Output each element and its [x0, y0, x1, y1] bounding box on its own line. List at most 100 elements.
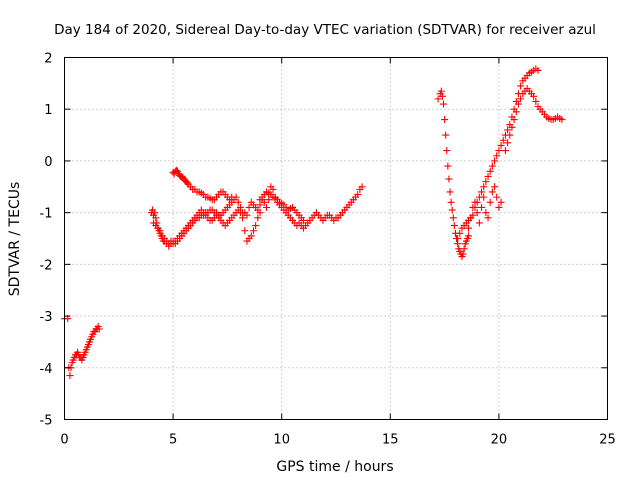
data-point	[482, 178, 490, 186]
x-axis-ticks: 0 5 10 15 20 25	[60, 57, 616, 448]
data-point	[249, 227, 257, 235]
data-point	[514, 100, 522, 108]
data-point	[491, 183, 499, 191]
data-point	[532, 97, 540, 105]
data-point	[448, 206, 456, 214]
data-point	[499, 136, 507, 144]
x-tick-label: 0	[60, 433, 68, 448]
data-point	[440, 100, 448, 108]
data-point	[478, 203, 486, 211]
data-point	[245, 203, 253, 211]
data-point	[444, 162, 452, 170]
data-point	[486, 198, 494, 206]
data-point	[460, 245, 468, 253]
data-point	[156, 227, 164, 235]
data-point	[158, 232, 166, 240]
x-tick-label: 15	[382, 433, 399, 448]
data-point	[469, 203, 477, 211]
data-point	[534, 66, 542, 74]
data-marks	[61, 65, 566, 380]
data-point	[475, 219, 483, 227]
data-point	[449, 214, 457, 222]
data-point	[512, 108, 520, 116]
data-point	[265, 196, 273, 204]
data-point	[471, 198, 479, 206]
data-point	[493, 152, 501, 160]
data-point	[486, 167, 494, 175]
data-point	[467, 214, 475, 222]
x-axis-label: GPS time / hours	[276, 459, 393, 475]
data-point	[252, 222, 260, 230]
data-point	[506, 131, 514, 139]
data-point	[354, 191, 362, 199]
data-point	[517, 95, 525, 103]
data-point	[495, 203, 503, 211]
data-point	[446, 188, 454, 196]
data-point	[517, 82, 525, 90]
data-point	[269, 185, 277, 193]
data-point	[443, 147, 451, 155]
chart-title: Day 184 of 2020, Sidereal Day-to-day VTE…	[54, 22, 596, 38]
data-point	[236, 209, 244, 217]
y-tick-label: 2	[44, 52, 52, 67]
data-point	[478, 188, 486, 196]
data-point	[260, 198, 268, 206]
data-point	[480, 183, 488, 191]
grid	[64, 57, 608, 420]
data-point	[151, 209, 159, 217]
data-point	[495, 147, 503, 155]
data-point	[437, 87, 445, 95]
data-point	[254, 214, 262, 222]
data-point	[442, 131, 450, 139]
y-tick-label: -5	[40, 414, 53, 429]
data-point	[480, 193, 488, 201]
data-point	[530, 92, 538, 100]
data-point	[434, 95, 442, 103]
data-point	[183, 179, 191, 187]
data-point	[488, 188, 496, 196]
x-tick-label: 10	[273, 433, 290, 448]
data-point	[459, 250, 467, 258]
data-point	[239, 214, 247, 222]
data-point	[445, 175, 453, 183]
y-tick-label: -3	[40, 310, 53, 325]
data-point	[510, 116, 518, 124]
x-tick-label: 25	[599, 433, 616, 448]
plot-frame	[64, 57, 608, 420]
y-tick-label: 0	[44, 155, 52, 170]
data-point	[464, 232, 472, 240]
data-point	[473, 209, 481, 217]
data-point	[464, 224, 472, 232]
data-point	[456, 229, 464, 237]
y-axis-label: SDTVAR / TECUs	[7, 182, 23, 297]
data-point	[447, 198, 455, 206]
data-point	[438, 92, 446, 100]
x-tick-label: 5	[169, 433, 177, 448]
data-point	[484, 172, 492, 180]
data-point	[491, 157, 499, 165]
data-point	[243, 211, 251, 219]
data-point	[558, 116, 566, 124]
data-point	[66, 372, 74, 380]
data-point	[172, 166, 180, 174]
data-point	[234, 198, 242, 206]
y-tick-label: -2	[40, 258, 53, 273]
data-point	[247, 232, 255, 240]
data-point	[254, 206, 262, 214]
data-point	[441, 116, 449, 124]
data-point	[358, 183, 366, 191]
data-point	[454, 235, 462, 242]
data-point	[504, 126, 512, 134]
y-axis-ticks: -5 -4 -3 -2 -1 0 1 2	[40, 52, 608, 429]
data-point	[228, 193, 236, 201]
data-point	[508, 123, 516, 131]
data-point	[484, 214, 492, 222]
y-tick-label: -4	[40, 362, 53, 377]
data-point	[504, 139, 512, 147]
data-point	[262, 203, 270, 211]
data-point	[152, 214, 160, 222]
data-point	[450, 222, 458, 230]
y-tick-label: 1	[44, 103, 52, 118]
data-point	[95, 325, 103, 333]
